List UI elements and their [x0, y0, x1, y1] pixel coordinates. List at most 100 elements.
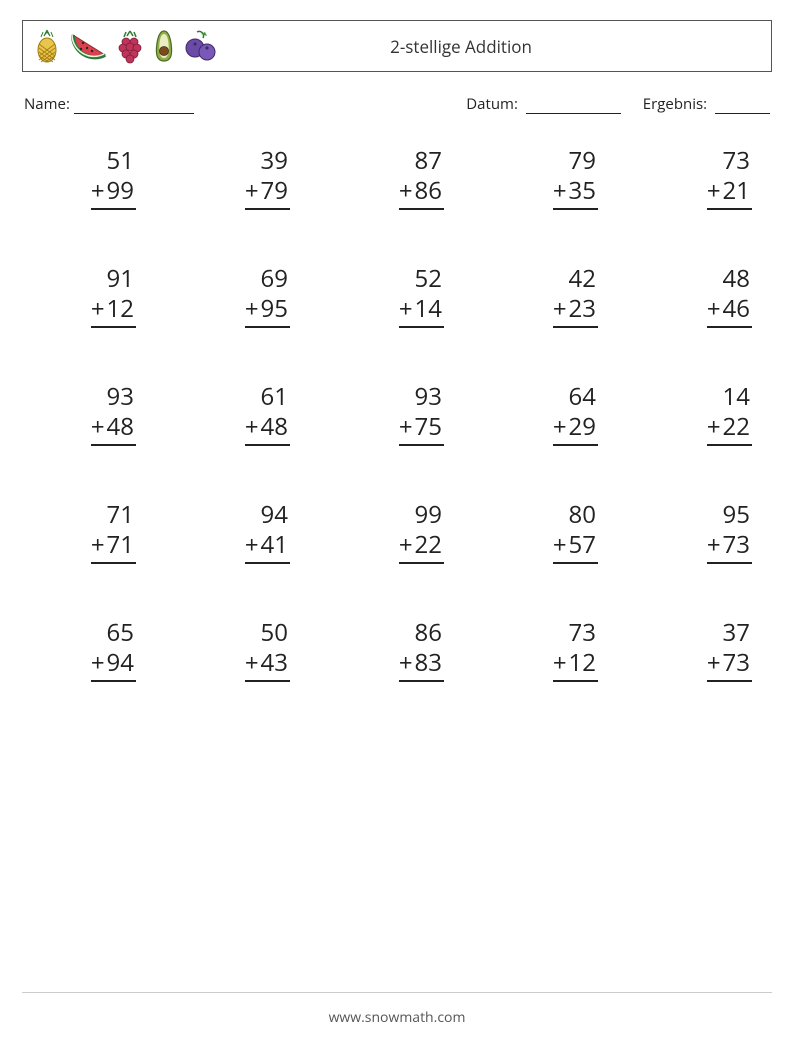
addition-problem: 80+57	[504, 500, 598, 564]
addend-bottom: 73	[723, 530, 750, 560]
operator: +	[553, 530, 567, 560]
worksheet-page: 2-stellige Addition Name: Datum: Ergebni…	[0, 0, 794, 1053]
addend-bottom: 57	[569, 530, 596, 560]
result-blank[interactable]	[715, 97, 770, 114]
addend-top: 95	[723, 500, 752, 530]
addition-problem: 69+95	[196, 264, 290, 328]
addend-top: 93	[415, 382, 444, 412]
result-field: Ergebnis:	[643, 94, 770, 114]
addend-bottom: 12	[569, 648, 596, 678]
operator: +	[399, 648, 413, 678]
problems-grid: 51+9939+7987+8679+3573+2191+1269+9552+14…	[22, 146, 772, 682]
addend-bottom: 29	[569, 412, 596, 442]
addend-bottom-row: +71	[91, 530, 136, 564]
addend-bottom: 86	[415, 176, 442, 206]
addend-top: 64	[569, 382, 598, 412]
addition-problem: 42+23	[504, 264, 598, 328]
addition-problem: 52+14	[350, 264, 444, 328]
raspberry-icon	[115, 28, 145, 64]
operator: +	[553, 176, 567, 206]
operator: +	[245, 412, 259, 442]
addend-bottom-row: +57	[553, 530, 598, 564]
operator: +	[399, 176, 413, 206]
footer-link[interactable]: www.snowmath.com	[0, 1008, 794, 1027]
avocado-icon	[151, 27, 177, 65]
operator: +	[91, 530, 105, 560]
operator: +	[707, 648, 721, 678]
addend-top: 87	[415, 146, 444, 176]
addend-bottom: 23	[569, 294, 596, 324]
operator: +	[707, 530, 721, 560]
addend-bottom-row: +94	[91, 648, 136, 682]
addend-bottom: 12	[107, 294, 134, 324]
pineapple-icon	[31, 28, 63, 64]
addend-bottom: 73	[723, 648, 750, 678]
operator: +	[707, 176, 721, 206]
addend-bottom: 35	[569, 176, 596, 206]
addend-top: 39	[261, 146, 290, 176]
addition-problem: 50+43	[196, 618, 290, 682]
addition-problem: 99+22	[350, 500, 444, 564]
addition-problem: 95+73	[658, 500, 752, 564]
addition-problem: 71+71	[42, 500, 136, 564]
addition-problem: 37+73	[658, 618, 752, 682]
operator: +	[245, 530, 259, 560]
addend-bottom: 99	[107, 176, 134, 206]
date-blank[interactable]	[526, 97, 621, 114]
addend-bottom-row: +14	[399, 294, 444, 328]
addition-problem: 51+99	[42, 146, 136, 210]
name-blank[interactable]	[74, 97, 194, 114]
addition-problem: 73+21	[658, 146, 752, 210]
operator: +	[399, 412, 413, 442]
date-label: Datum:	[466, 94, 518, 114]
addition-problem: 79+35	[504, 146, 598, 210]
addition-problem: 14+22	[658, 382, 752, 446]
addend-bottom-row: +29	[553, 412, 598, 446]
addend-bottom: 48	[261, 412, 288, 442]
addend-top: 73	[723, 146, 752, 176]
addend-bottom-row: +99	[91, 176, 136, 210]
addend-top: 50	[261, 618, 290, 648]
worksheet-title: 2-stellige Addition	[219, 35, 763, 58]
addend-bottom-row: +73	[707, 648, 752, 682]
addition-problem: 93+75	[350, 382, 444, 446]
addend-top: 71	[107, 500, 136, 530]
operator: +	[245, 176, 259, 206]
operator: +	[399, 294, 413, 324]
addition-problem: 65+94	[42, 618, 136, 682]
result-label: Ergebnis:	[643, 94, 707, 114]
addend-top: 37	[723, 618, 752, 648]
addition-problem: 93+48	[42, 382, 136, 446]
addend-top: 80	[569, 500, 598, 530]
blueberry-icon	[183, 28, 219, 64]
addend-top: 94	[261, 500, 290, 530]
addend-top: 69	[261, 264, 290, 294]
operator: +	[707, 294, 721, 324]
addend-top: 99	[415, 500, 444, 530]
addend-top: 86	[415, 618, 444, 648]
addition-problem: 94+41	[196, 500, 290, 564]
operator: +	[707, 412, 721, 442]
addend-bottom: 75	[415, 412, 442, 442]
addend-bottom-row: +79	[245, 176, 290, 210]
addend-bottom: 41	[261, 530, 288, 560]
addend-bottom: 43	[261, 648, 288, 678]
addend-top: 48	[723, 264, 752, 294]
addition-problem: 86+83	[350, 618, 444, 682]
addition-problem: 91+12	[42, 264, 136, 328]
addition-problem: 48+46	[658, 264, 752, 328]
footer-rule	[22, 992, 772, 993]
operator: +	[91, 176, 105, 206]
operator: +	[399, 530, 413, 560]
addition-problem: 73+12	[504, 618, 598, 682]
addend-bottom-row: +12	[553, 648, 598, 682]
addend-bottom: 46	[723, 294, 750, 324]
addend-top: 51	[107, 146, 136, 176]
meta-row: Name: Datum: Ergebnis:	[22, 94, 772, 114]
addend-top: 52	[415, 264, 444, 294]
addend-bottom: 22	[415, 530, 442, 560]
addend-bottom: 79	[261, 176, 288, 206]
addend-bottom-row: +95	[245, 294, 290, 328]
addend-bottom: 71	[107, 530, 134, 560]
fruit-icons	[31, 27, 219, 65]
